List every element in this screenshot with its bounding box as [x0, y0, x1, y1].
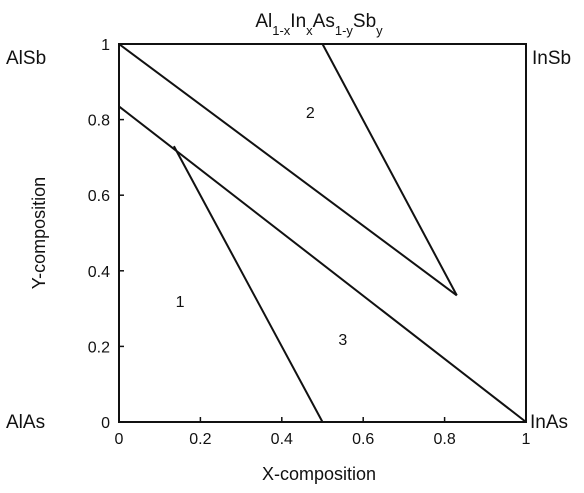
title-part: 1-x [272, 23, 291, 38]
corner-label-alas: AlAs [6, 412, 45, 433]
y-tick-label: 0 [101, 415, 110, 432]
x-tick-label: 0.8 [433, 431, 455, 448]
chart-title: Al1-xInxAs1-ySby [255, 11, 383, 38]
x-tick-label: 0.6 [352, 431, 374, 448]
x-tick-label: 0.2 [189, 431, 211, 448]
y-tick-label: 0.4 [88, 264, 110, 281]
title-part: Al [255, 11, 272, 32]
corner-label-alsb: AlSb [6, 48, 46, 69]
x-tick-label: 1 [522, 431, 531, 448]
plot-frame [118, 43, 527, 423]
corner-label-inas: InAs [530, 412, 568, 433]
region-label-1: 1 [176, 294, 185, 311]
title-part: Sb [353, 11, 376, 32]
x-axis-ticks: 0 0.2 0.4 0.6 0.8 1 [115, 417, 531, 448]
y-tick-label: 0.6 [88, 188, 110, 205]
region-labels: 1 2 3 [176, 105, 348, 349]
title-part: As [313, 11, 335, 32]
title-part: y [376, 23, 383, 38]
boundary-line-2 [321, 43, 458, 296]
boundary-line-4 [173, 145, 324, 423]
y-tick-label: 0.2 [88, 339, 110, 356]
title-part: In [290, 11, 306, 32]
y-axis-label: Y-composition [29, 177, 49, 289]
corner-labels: AlSb InSb AlAs InAs [6, 48, 571, 433]
title-part: 1-y [335, 23, 354, 38]
region-label-2: 2 [306, 105, 315, 122]
title-part: x [306, 23, 313, 38]
y-tick-label: 1 [101, 37, 110, 54]
region-label-3: 3 [338, 332, 347, 349]
x-tick-label: 0 [115, 431, 124, 448]
y-axis-ticks: 0 0.2 0.4 0.6 0.8 1 [88, 37, 124, 432]
y-tick-label: 0.8 [88, 113, 110, 130]
x-tick-label: 0.4 [271, 431, 293, 448]
series-layer [118, 43, 527, 423]
x-axis-label: X-composition [262, 464, 376, 484]
boundary-line-1 [118, 43, 458, 297]
boundary-line-3 [118, 105, 527, 423]
corner-label-insb: InSb [532, 48, 571, 69]
